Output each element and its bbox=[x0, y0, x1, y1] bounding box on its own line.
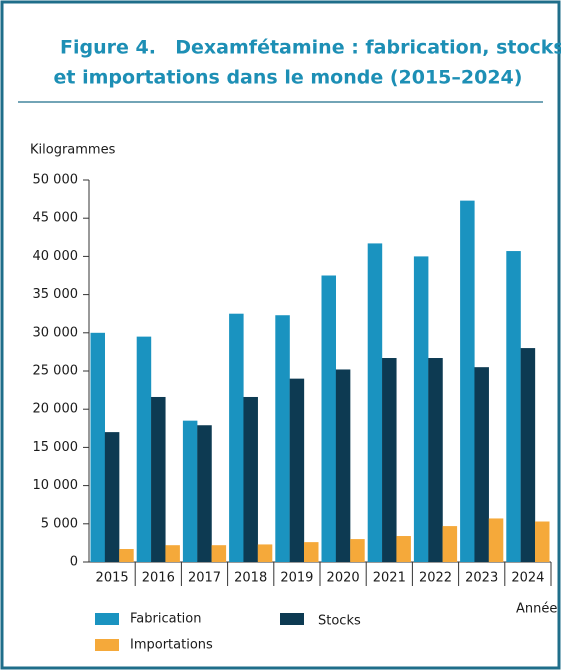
y-tick-label: 25 000 bbox=[33, 364, 79, 379]
bar bbox=[350, 539, 365, 562]
bar bbox=[182, 420, 198, 562]
bar bbox=[474, 367, 489, 562]
bar bbox=[382, 358, 397, 562]
y-tick-label: 50 000 bbox=[33, 173, 79, 188]
bar bbox=[197, 425, 212, 562]
bar bbox=[442, 526, 458, 562]
legend-label: Stocks bbox=[318, 614, 361, 629]
bar bbox=[211, 545, 227, 562]
bar bbox=[321, 275, 336, 562]
x-tick-label: 2023 bbox=[465, 571, 498, 586]
x-tick-label: 2024 bbox=[511, 571, 544, 586]
bar bbox=[506, 251, 521, 562]
legend-label: Fabrication bbox=[130, 612, 201, 627]
y-tick-label: 30 000 bbox=[33, 325, 79, 340]
bar bbox=[229, 313, 244, 562]
bar bbox=[165, 545, 180, 562]
y-axis-label: Kilogrammes bbox=[30, 143, 116, 158]
bar bbox=[428, 358, 443, 562]
legend-label: Importations bbox=[130, 638, 213, 653]
bar bbox=[535, 521, 550, 562]
bar bbox=[460, 200, 475, 563]
legend-swatch bbox=[280, 613, 304, 625]
bar bbox=[151, 396, 166, 562]
y-tick-label: 0 bbox=[70, 555, 78, 570]
bar bbox=[257, 544, 273, 562]
figure-label: Figure 4. bbox=[60, 37, 156, 59]
bar bbox=[304, 542, 319, 562]
chart-title: et importations dans le monde (2015–2024… bbox=[54, 67, 523, 89]
y-tick-label: 10 000 bbox=[33, 478, 79, 493]
x-axis-label: Année bbox=[516, 602, 557, 617]
x-tick-label: 2019 bbox=[280, 571, 313, 586]
x-tick-label: 2020 bbox=[327, 571, 360, 586]
bar bbox=[119, 549, 134, 562]
bar bbox=[243, 396, 258, 562]
y-tick-label: 15 000 bbox=[33, 440, 79, 455]
y-tick-label: 45 000 bbox=[33, 211, 79, 226]
x-tick-label: 2022 bbox=[419, 571, 452, 586]
bar bbox=[90, 332, 105, 562]
bar bbox=[289, 378, 305, 562]
legend-swatch bbox=[95, 613, 119, 625]
legend-swatch bbox=[95, 639, 119, 651]
bar bbox=[335, 369, 351, 562]
x-tick-label: 2018 bbox=[234, 571, 267, 586]
bar bbox=[104, 432, 120, 562]
y-tick-label: 35 000 bbox=[33, 287, 79, 302]
bar bbox=[275, 315, 290, 562]
bar bbox=[136, 336, 152, 562]
x-tick-label: 2021 bbox=[373, 571, 406, 586]
x-tick-label: 2017 bbox=[188, 571, 221, 586]
bar bbox=[367, 243, 383, 563]
x-tick-label: 2016 bbox=[142, 571, 175, 586]
bar bbox=[413, 256, 429, 562]
bar bbox=[396, 536, 411, 562]
chart-title: Dexamfétamine : fabrication, stocks bbox=[175, 37, 561, 59]
y-tick-label: 5 000 bbox=[41, 516, 78, 531]
bar bbox=[520, 348, 536, 562]
y-tick-label: 20 000 bbox=[33, 402, 79, 417]
y-tick-label: 40 000 bbox=[33, 249, 79, 264]
x-tick-label: 2015 bbox=[96, 571, 129, 586]
bar bbox=[488, 518, 504, 562]
